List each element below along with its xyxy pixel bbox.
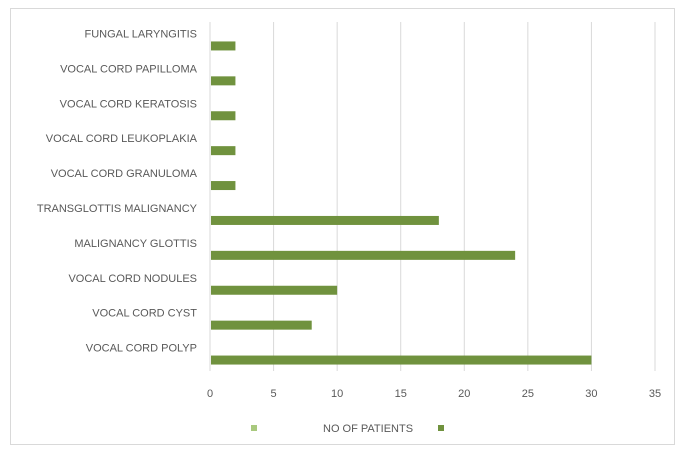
category-label: VOCAL CORD GRANULOMA [51,168,198,180]
legend-marker-series [438,425,444,431]
chart-frame: VOCAL CORD POLYP VOCAL CORD CYST VOCAL COR… [10,8,675,445]
category-label: VOCAL CORD PAPILLOMA [60,63,198,75]
x-tick-label: 10 [331,388,343,400]
bar [211,320,312,330]
category-label: TRANSGLOTTIS MALIGNANCY [37,203,198,215]
x-tick-labels: 0 5 10 15 20 25 30 35 [207,388,661,400]
bar [211,111,236,121]
grid-lines [209,22,656,371]
category-label: MALIGNANCY GLOTTIS [74,238,197,250]
x-tick-label: 25 [522,388,534,400]
category-labels: VOCAL CORD POLYP VOCAL CORD CYST VOCAL COR… [37,28,198,354]
legend-marker-light [251,425,257,431]
bar [211,76,236,86]
category-label: VOCAL CORD CYST [92,308,197,320]
category-label: VOCAL CORD LEUKOPLAKIA [46,133,198,145]
category-label: VOCAL CORD KERATOSIS [60,98,197,110]
x-tick-label: 30 [585,388,597,400]
legend: NO OF PATIENTS [251,423,444,435]
category-label: FUNGAL LARYNGITIS [85,28,197,40]
x-tick-label: 15 [395,388,407,400]
bar [211,250,516,260]
bars [211,41,592,365]
x-tick-label: 20 [458,388,470,400]
bar [211,181,236,191]
category-label: VOCAL CORD NODULES [68,273,197,285]
x-tick-label: 0 [207,388,213,400]
x-tick-label: 5 [271,388,277,400]
bar [211,215,439,225]
bar [211,146,236,156]
legend-label: NO OF PATIENTS [323,423,413,435]
bar [211,355,592,365]
chart-svg: VOCAL CORD POLYP VOCAL CORD CYST VOCAL COR… [37,22,661,435]
x-tick-label: 35 [649,388,661,400]
category-label: VOCAL CORD POLYP [86,343,197,355]
bar [211,285,338,295]
bar [211,41,236,51]
